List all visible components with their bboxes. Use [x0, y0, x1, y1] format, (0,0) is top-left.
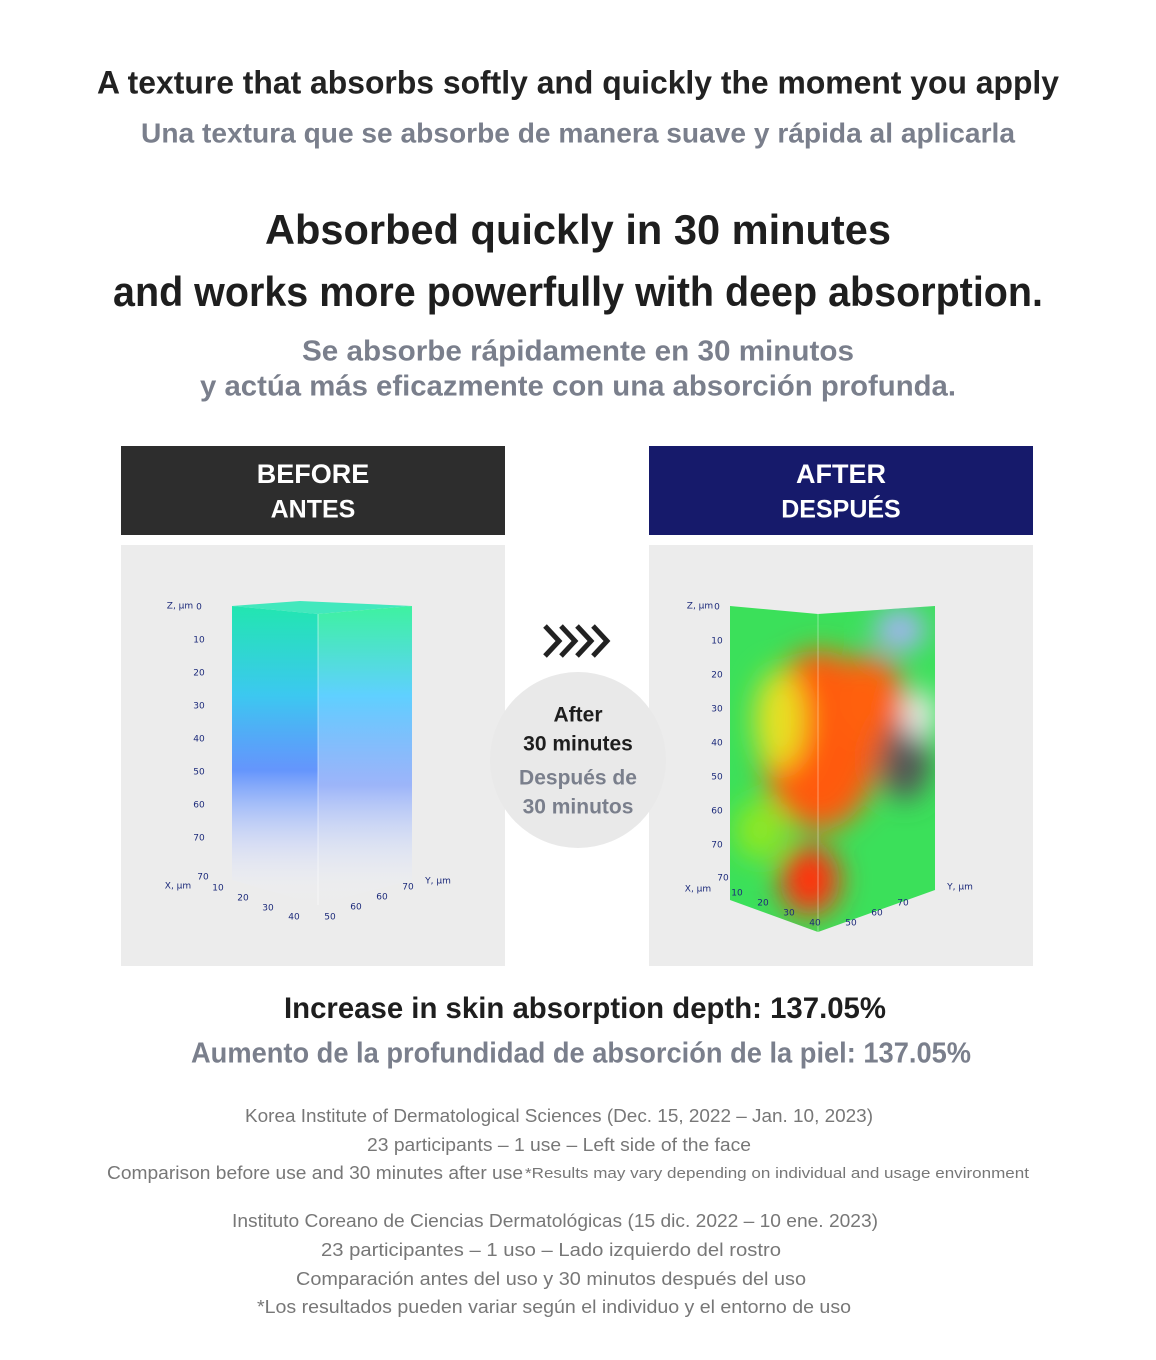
axis-tick: 60: [350, 903, 362, 913]
axis-tick: 20: [711, 671, 723, 681]
axis-tick: 30: [193, 702, 205, 712]
axis-tick: 10: [711, 637, 723, 647]
panel-title: DESPUÉS: [781, 495, 900, 524]
note: 23 participantes – 1 uso – Lado izquierd…: [321, 1240, 781, 1260]
axis-tick: 0: [714, 603, 720, 613]
axis-tick: 30: [783, 909, 795, 919]
axis-label: Y, μm: [946, 883, 973, 893]
title: A texture that absorbs softly and quickl…: [97, 64, 1059, 100]
panel-title: AFTER: [796, 459, 886, 489]
axis-tick: 20: [193, 669, 205, 679]
panel-title: ANTES: [271, 496, 356, 524]
headline-es: y actúa más eficazmente con una absorció…: [200, 371, 956, 403]
note: Comparación antes del uso y 30 minutos d…: [296, 1269, 806, 1289]
axis-tick: 60: [193, 801, 205, 811]
subtitle: Una textura que se absorbe de manera sua…: [141, 117, 1015, 148]
axis-tick: 40: [809, 919, 821, 929]
middle-text-es: 30 minutos: [523, 796, 634, 819]
axis-tick: 40: [288, 913, 300, 923]
axis-tick: 60: [871, 909, 883, 919]
headline-es: Se absorbe rápidamente en 30 minutos: [302, 336, 854, 368]
axis-tick: 30: [711, 705, 723, 715]
axis-tick: 10: [212, 884, 224, 894]
middle-text: 30 minutes: [523, 733, 633, 756]
axis-tick: 10: [193, 636, 205, 646]
before-header: [121, 446, 505, 535]
headline: and works more powerfully with deep abso…: [113, 268, 1043, 315]
axis-tick: 60: [376, 893, 388, 903]
result-es: Aumento de la profundidad de absorción d…: [191, 1038, 971, 1070]
after-header: [649, 446, 1033, 535]
axis-tick: 70: [193, 834, 205, 844]
axis-tick: 70: [197, 873, 209, 883]
axis-tick: 20: [757, 899, 769, 909]
axis-tick: 60: [711, 807, 723, 817]
note: 23 participants – 1 use – Left side of t…: [367, 1135, 751, 1155]
headline: Absorbed quickly in 30 minutes: [265, 206, 891, 253]
axis-tick: 40: [193, 735, 205, 745]
axis-label: Z, μm: [167, 602, 193, 612]
middle-circle: [490, 672, 666, 848]
note: Korea Institute of Dermatological Scienc…: [245, 1106, 873, 1126]
axis-tick: 10: [731, 889, 743, 899]
axis-tick: 70: [717, 874, 729, 884]
arrows: [543, 624, 611, 658]
note: Comparison before use and 30 minutes aft…: [107, 1163, 523, 1183]
axis-tick: 50: [324, 913, 336, 923]
result: Increase in skin absorption depth: 137.0…: [284, 992, 886, 1025]
axis-tick: 50: [711, 773, 723, 783]
panel-title: BEFORE: [257, 459, 370, 489]
axis-label: X, μm: [165, 882, 191, 892]
axis-tick: 70: [897, 899, 909, 909]
note: *Los resultados pueden variar según el i…: [257, 1297, 851, 1317]
axis-tick: 40: [711, 739, 723, 749]
middle-text: After: [553, 704, 602, 727]
axis-tick: 50: [193, 768, 205, 778]
axis-label: Z, μm: [687, 602, 713, 612]
note: Instituto Coreano de Ciencias Dermatológ…: [232, 1211, 878, 1231]
axis-label: Y, μm: [424, 877, 451, 887]
middle-text-es: Después de: [519, 767, 637, 790]
axis-tick: 70: [711, 841, 723, 851]
axis-tick: 0: [196, 603, 202, 613]
axis-label: X, μm: [685, 885, 711, 895]
axis-tick: 20: [237, 894, 249, 904]
note-disclaimer: *Results may vary depending on individua…: [525, 1165, 1030, 1182]
after-cube: [730, 606, 935, 932]
before-cube: [232, 601, 412, 905]
axis-tick: 30: [262, 904, 274, 914]
axis-tick: 50: [845, 919, 857, 929]
axis-tick: 70: [402, 883, 414, 893]
